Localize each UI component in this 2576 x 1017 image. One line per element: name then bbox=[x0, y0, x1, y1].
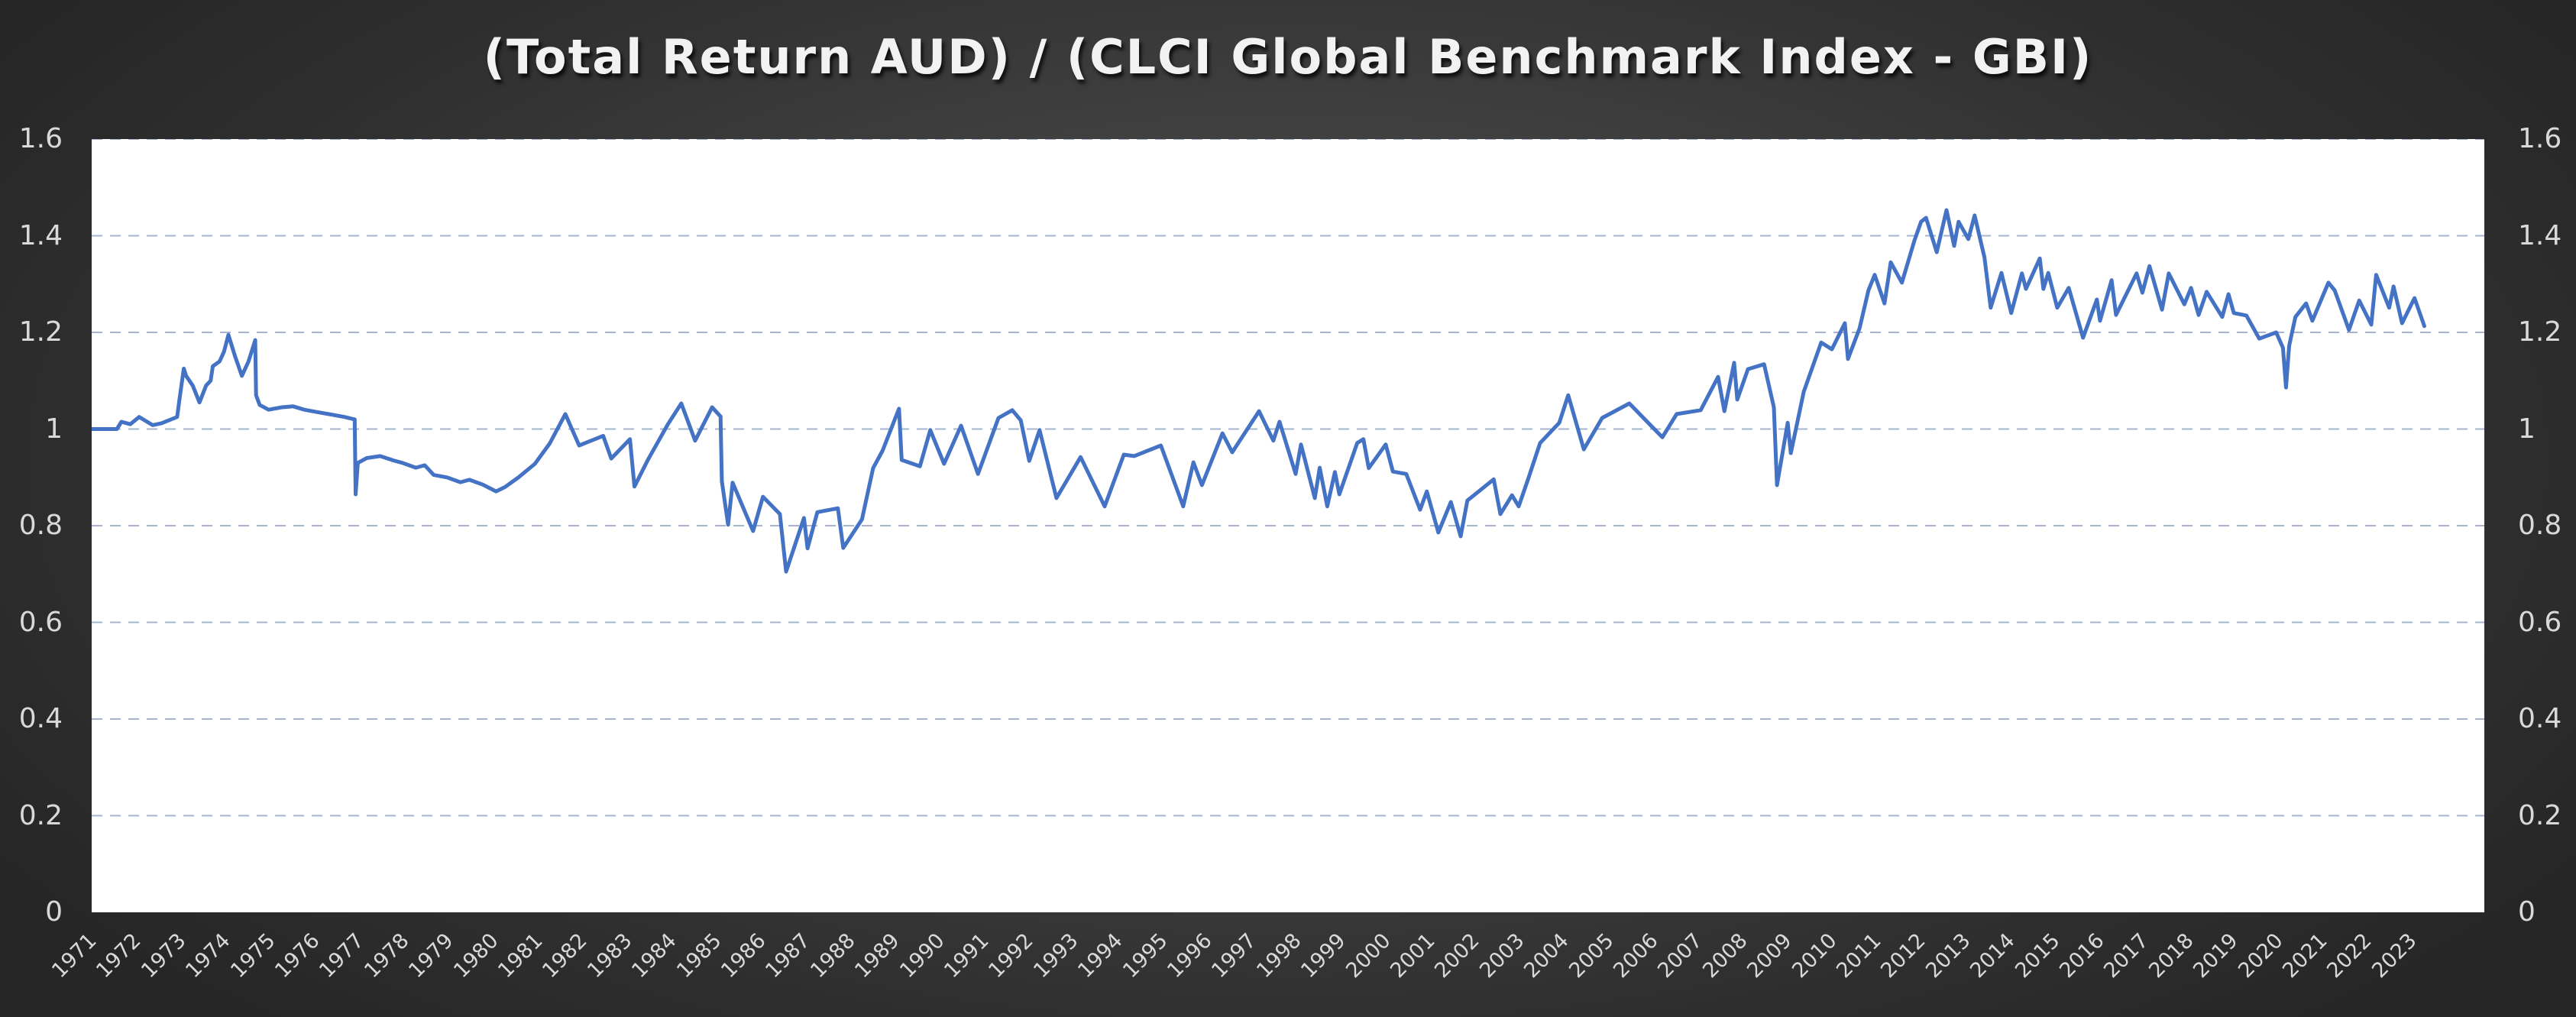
y-tick-label-right: 0 bbox=[2518, 896, 2536, 928]
gridlines bbox=[92, 139, 2484, 817]
x-tick-label: 2015 bbox=[2010, 928, 2065, 983]
x-tick-label: 1997 bbox=[1207, 928, 1261, 983]
x-tick-label: 2020 bbox=[2233, 928, 2288, 983]
x-tick-label: 2021 bbox=[2278, 928, 2332, 983]
y-tick-label-left: 0.8 bbox=[18, 510, 63, 541]
x-tick-label: 2018 bbox=[2144, 928, 2199, 983]
x-tick-label: 2007 bbox=[1653, 928, 1707, 983]
y-tick-label-right: 0.4 bbox=[2518, 703, 2562, 734]
x-tick-label: 2005 bbox=[1564, 928, 1619, 983]
x-tick-label: 1985 bbox=[672, 928, 727, 983]
x-tick-label: 1998 bbox=[1251, 928, 1306, 983]
y-tick-label-left: 1.4 bbox=[18, 219, 63, 251]
x-tick-label: 1995 bbox=[1118, 928, 1173, 983]
x-tick-label: 1971 bbox=[47, 928, 102, 983]
x-tick-label: 2001 bbox=[1386, 928, 1440, 983]
x-tick-label: 1984 bbox=[627, 928, 681, 983]
x-tick-label: 1994 bbox=[1073, 928, 1128, 983]
x-tick-label: 1978 bbox=[359, 928, 414, 983]
x-tick-label: 1980 bbox=[448, 928, 503, 983]
x-tick-label: 1975 bbox=[225, 928, 280, 983]
x-tick-label: 2023 bbox=[2367, 928, 2422, 983]
x-tick-label: 2017 bbox=[2099, 928, 2154, 983]
x-tick-label: 1973 bbox=[136, 928, 191, 983]
x-tick-label: 1993 bbox=[1028, 928, 1083, 983]
x-tick-label: 1974 bbox=[181, 928, 235, 983]
x-tick-label: 2000 bbox=[1341, 928, 1396, 983]
x-tick-label: 1988 bbox=[805, 928, 860, 983]
plot-area bbox=[92, 139, 2484, 912]
x-tick-label: 1990 bbox=[895, 928, 950, 983]
x-tick-label: 2022 bbox=[2322, 928, 2377, 983]
x-tick-label: 1986 bbox=[717, 928, 771, 983]
y-tick-label-right: 0.8 bbox=[2518, 510, 2562, 541]
x-tick-label: 2019 bbox=[2189, 928, 2243, 983]
x-tick-label: 1983 bbox=[582, 928, 637, 983]
x-tick-label: 2012 bbox=[1876, 928, 1930, 983]
x-tick-label: 1976 bbox=[270, 928, 325, 983]
y-tick-label-right: 0.6 bbox=[2518, 606, 2562, 638]
x-tick-label: 1999 bbox=[1296, 928, 1351, 983]
x-tick-label: 2006 bbox=[1609, 928, 1663, 983]
line-chart bbox=[92, 139, 2484, 817]
y-tick-label-left: 1.2 bbox=[18, 316, 63, 348]
x-tick-label: 1996 bbox=[1163, 928, 1217, 983]
x-tick-label: 2014 bbox=[1966, 928, 2020, 983]
x-tick-label: 2003 bbox=[1474, 928, 1529, 983]
x-tick-label: 2010 bbox=[1787, 928, 1842, 983]
x-tick-label: 1981 bbox=[494, 928, 548, 983]
y-tick-label-left: 1.6 bbox=[18, 123, 63, 154]
y-tick-label-right: 1.4 bbox=[2518, 219, 2562, 251]
x-tick-label: 1992 bbox=[984, 928, 1038, 983]
x-tick-label: 1972 bbox=[92, 928, 146, 983]
x-tick-label: 1987 bbox=[761, 928, 815, 983]
series-line bbox=[92, 208, 2426, 574]
y-tick-label-left: 1 bbox=[45, 413, 63, 445]
x-tick-label: 1979 bbox=[404, 928, 458, 983]
y-tick-label-left: 0 bbox=[45, 896, 63, 928]
x-tick-label: 2011 bbox=[1832, 928, 1886, 983]
y-tick-label-right: 1 bbox=[2518, 413, 2536, 445]
x-tick-label: 2009 bbox=[1743, 928, 1797, 983]
y-tick-label-right: 0.2 bbox=[2518, 799, 2562, 831]
y-tick-label-left: 0.4 bbox=[18, 703, 63, 734]
x-tick-label: 2002 bbox=[1430, 928, 1484, 983]
x-tick-label: 1989 bbox=[850, 928, 905, 983]
x-tick-label: 2013 bbox=[1921, 928, 1976, 983]
chart-title: (Total Return AUD) / (CLCI Global Benchm… bbox=[483, 29, 2093, 85]
x-tick-label: 2016 bbox=[2055, 928, 2109, 983]
y-tick-label-left: 0.2 bbox=[18, 799, 63, 831]
x-tick-label: 1982 bbox=[538, 928, 592, 983]
y-tick-label-right: 1.6 bbox=[2518, 123, 2562, 154]
x-tick-label: 1991 bbox=[940, 928, 994, 983]
y-tick-label-right: 1.2 bbox=[2518, 316, 2562, 348]
x-tick-label: 1977 bbox=[315, 928, 369, 983]
x-tick-label: 2004 bbox=[1519, 928, 1574, 983]
y-tick-label-left: 0.6 bbox=[18, 606, 63, 638]
x-tick-label: 2008 bbox=[1697, 928, 1752, 983]
